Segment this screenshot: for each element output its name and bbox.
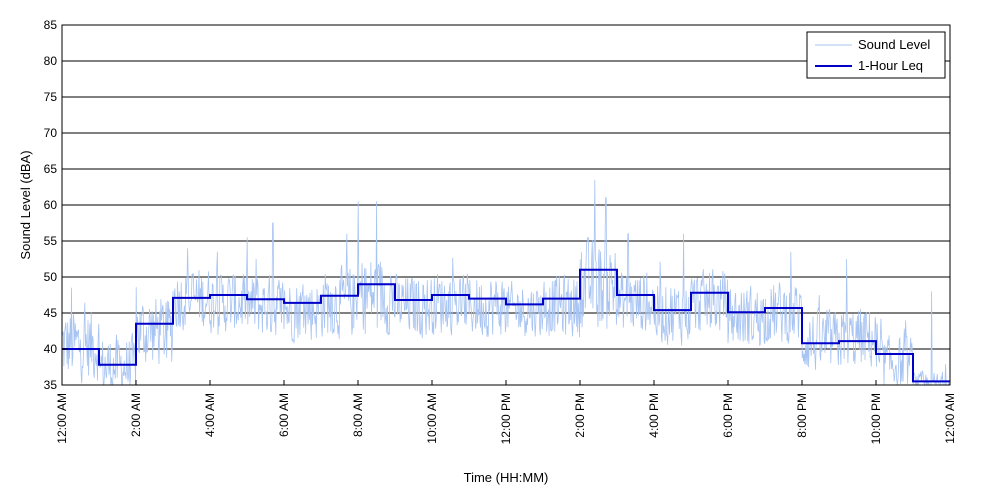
x-tick-label: 10:00 AM bbox=[425, 393, 439, 444]
x-tick-label: 2:00 PM bbox=[573, 393, 587, 438]
legend-label-sound-level: Sound Level bbox=[858, 37, 930, 52]
legend-box bbox=[806, 31, 946, 79]
y-tick-label: 85 bbox=[44, 18, 58, 32]
x-tick-label: 8:00 PM bbox=[795, 393, 809, 438]
y-axis-ticks: 35 40 45 50 55 60 65 70 75 80 85 bbox=[44, 18, 67, 392]
x-tick-label: 12:00 AM bbox=[943, 393, 957, 444]
x-tick-label: 12:00 PM bbox=[499, 393, 513, 444]
x-tick-label: 12:00 AM bbox=[55, 393, 69, 444]
legend-label-leq: 1-Hour Leq bbox=[858, 58, 923, 73]
x-tick-label: 2:00 AM bbox=[129, 393, 143, 437]
y-tick-label: 55 bbox=[44, 234, 58, 248]
x-tick-label: 4:00 AM bbox=[203, 393, 217, 437]
y-tick-label: 50 bbox=[44, 270, 58, 284]
y-tick-label: 80 bbox=[44, 54, 58, 68]
leq-step-line bbox=[62, 268, 950, 383]
x-tick-label: 8:00 AM bbox=[351, 393, 365, 437]
y-tick-label: 70 bbox=[44, 126, 58, 140]
y-tick-label: 60 bbox=[44, 198, 58, 212]
y-tick-label: 45 bbox=[44, 306, 58, 320]
x-tick-label: 4:00 PM bbox=[647, 393, 661, 438]
y-tick-label: 35 bbox=[44, 378, 58, 392]
leq-series bbox=[62, 268, 950, 383]
x-tick-label: 6:00 AM bbox=[277, 393, 291, 437]
x-axis-title: Time (HH:MM) bbox=[464, 470, 549, 485]
y-tick-label: 40 bbox=[44, 342, 58, 356]
y-tick-label: 65 bbox=[44, 162, 58, 176]
x-axis-ticks: 12:00 AM 2:00 AM 4:00 AM 6:00 AM 8:00 AM 10:0… bbox=[55, 380, 957, 444]
y-axis-title: Sound Level (dBA) bbox=[18, 150, 33, 259]
x-tick-label: 10:00 PM bbox=[869, 393, 883, 444]
x-tick-label: 6:00 PM bbox=[721, 393, 735, 438]
y-tick-label: 75 bbox=[44, 90, 58, 104]
legend: Sound Level 1-Hour Leq bbox=[806, 31, 946, 79]
